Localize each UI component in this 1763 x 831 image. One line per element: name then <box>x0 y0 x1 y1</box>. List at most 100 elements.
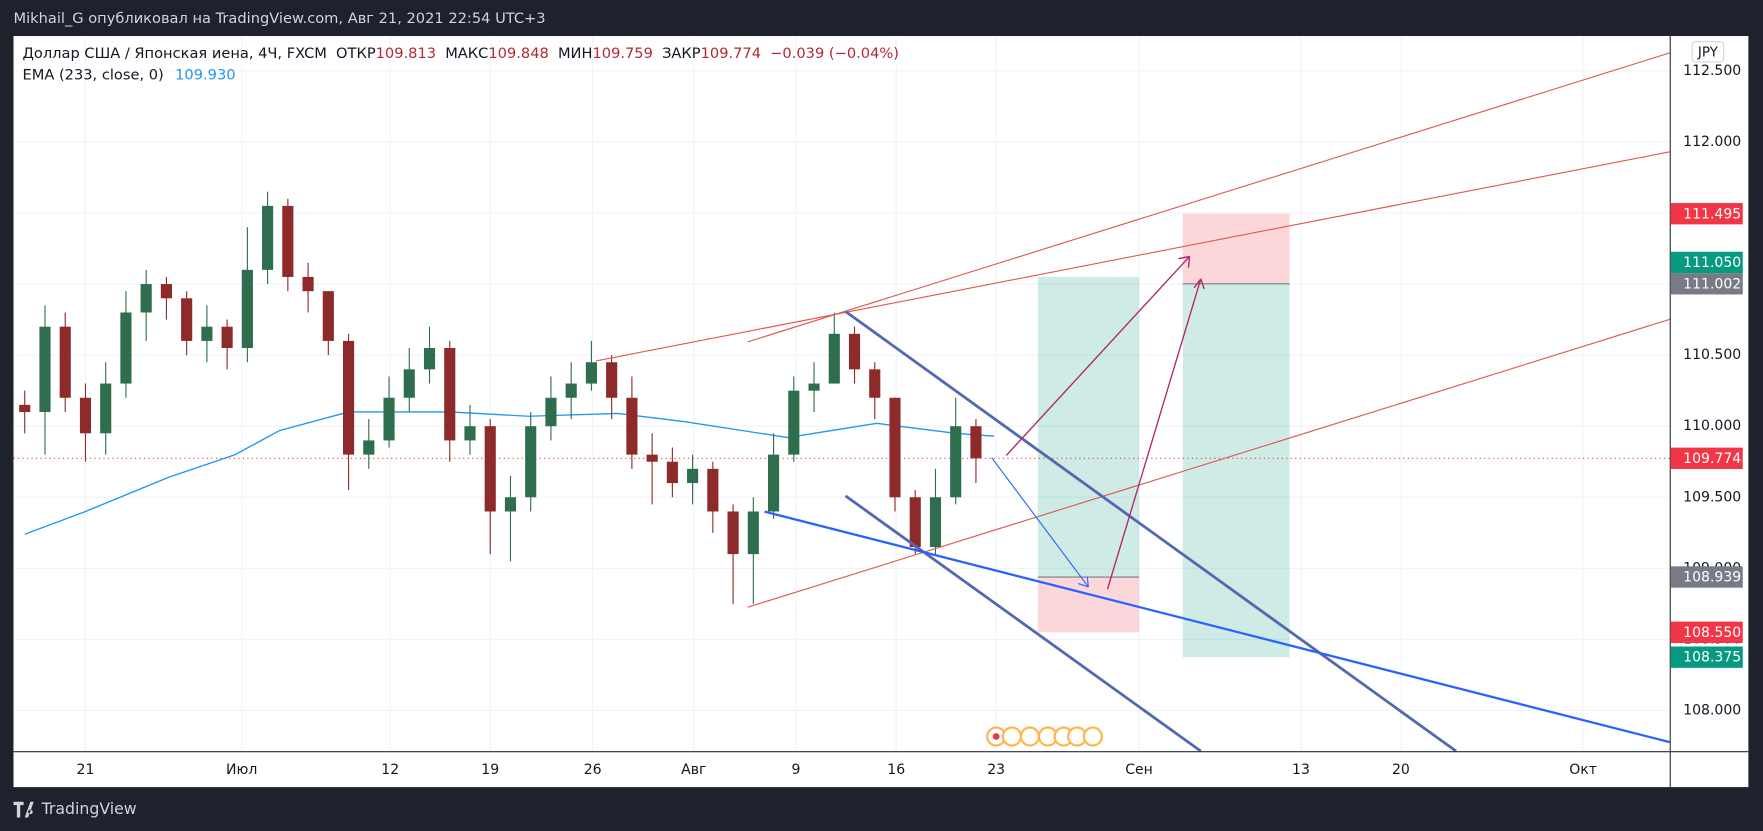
arrow <box>1106 278 1205 590</box>
candle-body <box>504 497 517 512</box>
candle-body <box>585 362 597 384</box>
x-tick-label: 9 <box>792 762 801 778</box>
value: 109.930 <box>175 66 235 83</box>
x-tick-label: 13 <box>1292 762 1310 778</box>
candle-body <box>282 205 294 277</box>
value: 109.759 <box>592 45 652 62</box>
price-tag-label: 108.939 <box>1683 570 1741 586</box>
price-tag-label: 108.375 <box>1683 650 1741 666</box>
x-tick-label: Сен <box>1125 762 1153 778</box>
candle-body <box>869 369 881 398</box>
event-icon[interactable] <box>1019 726 1041 747</box>
candle-body <box>403 369 415 398</box>
x-tick-label: Окт <box>1569 762 1597 778</box>
candle-body <box>848 333 861 370</box>
candle-body <box>181 298 193 341</box>
candle-body <box>39 326 51 412</box>
y-tick-label: 108.000 <box>1683 702 1741 718</box>
candle-body <box>241 269 253 349</box>
candle-body <box>383 397 395 441</box>
brand-logo <box>13 801 34 818</box>
candle-body <box>322 291 334 341</box>
candle-body <box>788 390 800 455</box>
candle-body <box>19 404 31 412</box>
trend-line <box>747 52 1670 343</box>
legend-symbol: Доллар США / Японская иена, 4Ч, FXCM ОТК… <box>22 45 898 62</box>
chart-area <box>13 36 1749 788</box>
event-icon[interactable] <box>1082 726 1103 747</box>
candle-body <box>565 383 577 398</box>
label: МИН <box>558 45 593 62</box>
candle-body <box>262 205 274 270</box>
price-tag <box>1670 203 1743 225</box>
candle-body <box>140 284 152 313</box>
x-tick-label: 19 <box>481 762 499 778</box>
x-tick-label: 23 <box>987 762 1005 778</box>
change: −0.039 (−0.04%) <box>770 45 899 62</box>
trend-line <box>764 510 1670 744</box>
loss-zone <box>1182 213 1290 284</box>
label: МАКС <box>445 45 488 62</box>
candle-body <box>545 397 557 427</box>
event-dot <box>992 733 1000 740</box>
y-tick-label: 112.500 <box>1683 63 1741 79</box>
candle-body <box>79 397 92 434</box>
channel-line <box>844 310 1457 753</box>
profit-zone <box>1182 283 1290 658</box>
value: 109.774 <box>701 45 761 62</box>
arrow <box>991 457 1089 588</box>
candle-body <box>666 461 678 484</box>
price-tag-label: 109.774 <box>1683 451 1741 467</box>
candle-body <box>363 440 375 455</box>
price-tag <box>1670 273 1743 295</box>
candle-body <box>747 511 759 555</box>
price-tag <box>1670 251 1743 274</box>
price-tag-label: 108.550 <box>1683 625 1741 641</box>
candle-body <box>950 426 962 498</box>
candle-body <box>100 383 112 434</box>
candle-body <box>160 284 172 299</box>
channel-line <box>844 494 1202 753</box>
candle-body <box>302 276 314 292</box>
candle-body <box>484 426 496 512</box>
candle-body <box>970 426 982 459</box>
currency-box[interactable] <box>1691 41 1725 63</box>
x-tick-label: 21 <box>77 762 95 778</box>
currency: JPY <box>1697 44 1719 60</box>
event-icon[interactable] <box>1001 726 1023 747</box>
legend-ema: EMA (233, close, 0) 109.930 <box>22 66 235 83</box>
brand: TradingView <box>41 799 137 818</box>
price-tag <box>1670 646 1743 668</box>
candle-body <box>909 497 921 548</box>
candle-body <box>707 468 719 512</box>
arrow <box>1005 255 1191 456</box>
candle-body <box>606 362 618 398</box>
label: EMA (233, close, 0) <box>22 66 163 83</box>
x-tick-label: 20 <box>1392 762 1410 778</box>
x-tick-label: 26 <box>584 762 602 778</box>
candle-body <box>626 397 638 455</box>
candle-body <box>889 397 901 498</box>
label: ОТКР <box>336 45 376 62</box>
x-tick-label: 12 <box>381 762 399 778</box>
candle-body <box>687 468 699 484</box>
event-icons <box>986 726 1103 747</box>
candle-body <box>929 497 942 548</box>
axes: 112.500112.000111.500111.000110.500110.0… <box>77 63 1743 778</box>
trend-line <box>747 318 1670 608</box>
trend-line <box>595 151 1670 362</box>
price-tag-label: 111.050 <box>1683 255 1741 271</box>
value: 109.813 <box>376 45 436 62</box>
candle-body <box>464 426 476 441</box>
candle-body <box>444 348 456 441</box>
price-tag <box>1670 566 1743 588</box>
symbol: Доллар США / Японская иена, 4Ч, FXCM <box>22 45 326 62</box>
plot <box>13 191 1670 658</box>
candle-body <box>342 340 355 455</box>
profit-zone <box>1037 276 1140 578</box>
y-tick-label: 112.000 <box>1683 134 1741 150</box>
price-tag-label: 111.495 <box>1683 206 1741 222</box>
x-tick-label: Июл <box>226 762 257 778</box>
